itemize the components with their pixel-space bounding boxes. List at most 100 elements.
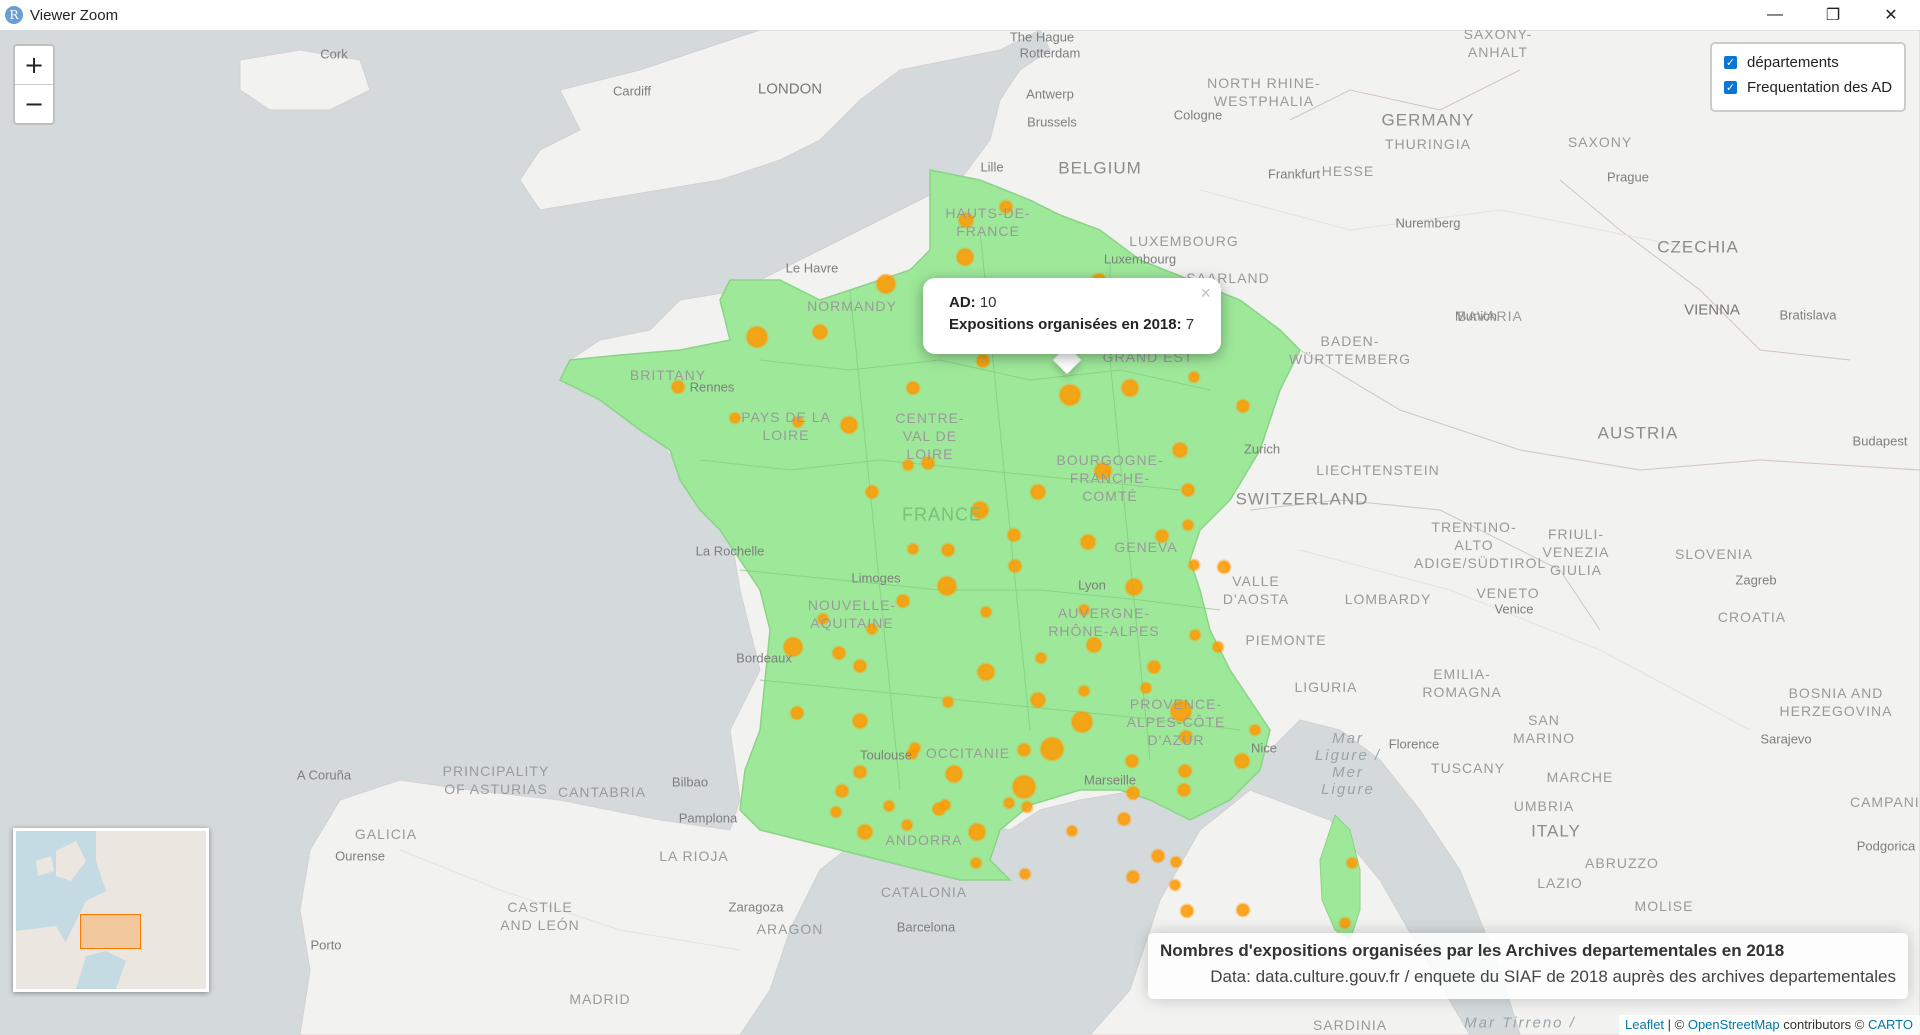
exposition-marker[interactable]	[831, 645, 847, 661]
exposition-marker[interactable]	[791, 415, 805, 429]
checkbox-checked-icon[interactable]: ✓	[1724, 56, 1737, 69]
exposition-marker[interactable]	[944, 764, 964, 784]
exposition-marker[interactable]	[1180, 482, 1196, 498]
exposition-marker[interactable]	[1169, 855, 1183, 869]
exposition-marker[interactable]	[1039, 736, 1065, 762]
exposition-marker[interactable]	[967, 822, 987, 842]
exposition-marker[interactable]	[1171, 441, 1189, 459]
exposition-marker[interactable]	[905, 747, 919, 761]
exposition-marker[interactable]	[1154, 528, 1170, 544]
leaflet-map[interactable]: Cork Cardiff LONDON The Hague Rotterdam …	[0, 30, 1920, 1035]
exposition-marker[interactable]	[941, 695, 955, 709]
popup-close-button[interactable]: ×	[1200, 283, 1211, 303]
exposition-marker[interactable]	[970, 500, 990, 520]
exposition-marker[interactable]	[1020, 800, 1034, 814]
zoom-in-button[interactable]: +	[23, 51, 45, 79]
exposition-marker[interactable]	[875, 273, 897, 295]
exposition-marker[interactable]	[1065, 824, 1079, 838]
exposition-marker[interactable]	[1178, 729, 1194, 745]
checkbox-checked-icon[interactable]: ✓	[1724, 81, 1737, 94]
maximize-button[interactable]: ❐	[1825, 7, 1841, 24]
exposition-marker[interactable]	[856, 823, 874, 841]
close-window-button[interactable]: ✕	[1884, 7, 1898, 24]
exposition-marker[interactable]	[1029, 691, 1047, 709]
exposition-marker[interactable]	[1029, 483, 1047, 501]
exposition-marker[interactable]	[1085, 636, 1103, 654]
layer-toggle-departements[interactable]: ✓ départements	[1724, 50, 1894, 75]
exposition-marker[interactable]	[998, 199, 1014, 215]
exposition-marker[interactable]	[1124, 753, 1140, 769]
minimap[interactable]	[13, 828, 209, 992]
exposition-marker[interactable]	[834, 783, 850, 799]
exposition-marker[interactable]	[1077, 684, 1091, 698]
exposition-marker[interactable]	[976, 662, 996, 682]
exposition-marker[interactable]	[852, 764, 868, 780]
exposition-marker[interactable]	[1181, 518, 1195, 532]
exposition-marker[interactable]	[851, 712, 869, 730]
minimize-button[interactable]: —	[1767, 6, 1783, 23]
exposition-marker[interactable]	[975, 353, 991, 369]
exposition-marker[interactable]	[1338, 916, 1352, 930]
layer-toggle-frequentation[interactable]: ✓ Frequentation des AD	[1724, 75, 1894, 100]
exposition-marker[interactable]	[829, 805, 843, 819]
exposition-marker[interactable]	[1016, 742, 1032, 758]
exposition-marker[interactable]	[1058, 383, 1082, 407]
exposition-marker[interactable]	[1179, 903, 1195, 919]
exposition-marker[interactable]	[816, 612, 830, 626]
exposition-marker[interactable]	[1177, 763, 1193, 779]
exposition-marker[interactable]	[957, 211, 975, 229]
exposition-marker[interactable]	[1018, 867, 1032, 881]
exposition-marker[interactable]	[905, 380, 921, 396]
exposition-marker[interactable]	[1345, 856, 1359, 870]
exposition-marker[interactable]	[864, 484, 880, 500]
exposition-marker[interactable]	[670, 379, 686, 395]
exposition-marker[interactable]	[1235, 398, 1251, 414]
exposition-marker[interactable]	[1120, 378, 1140, 398]
exposition-marker[interactable]	[1150, 848, 1166, 864]
exposition-marker[interactable]	[1187, 370, 1201, 384]
exposition-marker[interactable]	[1139, 681, 1153, 695]
exposition-marker[interactable]	[1216, 559, 1232, 575]
exposition-marker[interactable]	[1007, 558, 1023, 574]
exposition-marker[interactable]	[1146, 659, 1162, 675]
exposition-marker[interactable]	[938, 798, 952, 812]
exposition-marker[interactable]	[839, 415, 859, 435]
exposition-marker[interactable]	[955, 247, 975, 267]
carto-link[interactable]: CARTO	[1867, 1017, 1913, 1032]
exposition-marker[interactable]	[1188, 628, 1202, 642]
exposition-marker[interactable]	[1011, 774, 1037, 800]
exposition-marker[interactable]	[1002, 796, 1016, 810]
exposition-marker[interactable]	[728, 411, 742, 425]
exposition-marker[interactable]	[900, 818, 914, 832]
exposition-marker[interactable]	[1168, 878, 1182, 892]
exposition-marker[interactable]	[782, 636, 804, 658]
exposition-marker[interactable]	[882, 799, 896, 813]
exposition-marker[interactable]	[789, 705, 805, 721]
exposition-marker[interactable]	[1233, 752, 1251, 770]
exposition-marker[interactable]	[895, 593, 911, 609]
exposition-marker[interactable]	[979, 605, 993, 619]
leaflet-link[interactable]: Leaflet	[1625, 1017, 1665, 1032]
exposition-marker[interactable]	[1211, 640, 1225, 654]
exposition-marker[interactable]	[1125, 785, 1141, 801]
exposition-marker[interactable]	[936, 575, 958, 597]
exposition-marker[interactable]	[1235, 902, 1251, 918]
exposition-marker[interactable]	[1077, 603, 1091, 617]
exposition-marker[interactable]	[1125, 869, 1141, 885]
exposition-marker[interactable]	[1176, 782, 1192, 798]
exposition-marker[interactable]	[852, 658, 868, 674]
minimap-viewport-rect[interactable]	[80, 914, 141, 949]
exposition-marker[interactable]	[901, 458, 915, 472]
exposition-marker[interactable]	[1070, 710, 1094, 734]
exposition-marker[interactable]	[940, 542, 956, 558]
exposition-marker[interactable]	[1116, 811, 1132, 827]
exposition-marker[interactable]	[865, 622, 879, 636]
exposition-marker[interactable]	[1093, 461, 1113, 481]
exposition-marker[interactable]	[1006, 527, 1022, 543]
exposition-marker[interactable]	[1169, 699, 1193, 723]
osm-link[interactable]: OpenStreetMap	[1687, 1017, 1780, 1032]
exposition-marker[interactable]	[969, 856, 983, 870]
exposition-marker[interactable]	[1187, 558, 1201, 572]
zoom-out-button[interactable]: −	[15, 84, 53, 123]
exposition-marker[interactable]	[1248, 723, 1262, 737]
